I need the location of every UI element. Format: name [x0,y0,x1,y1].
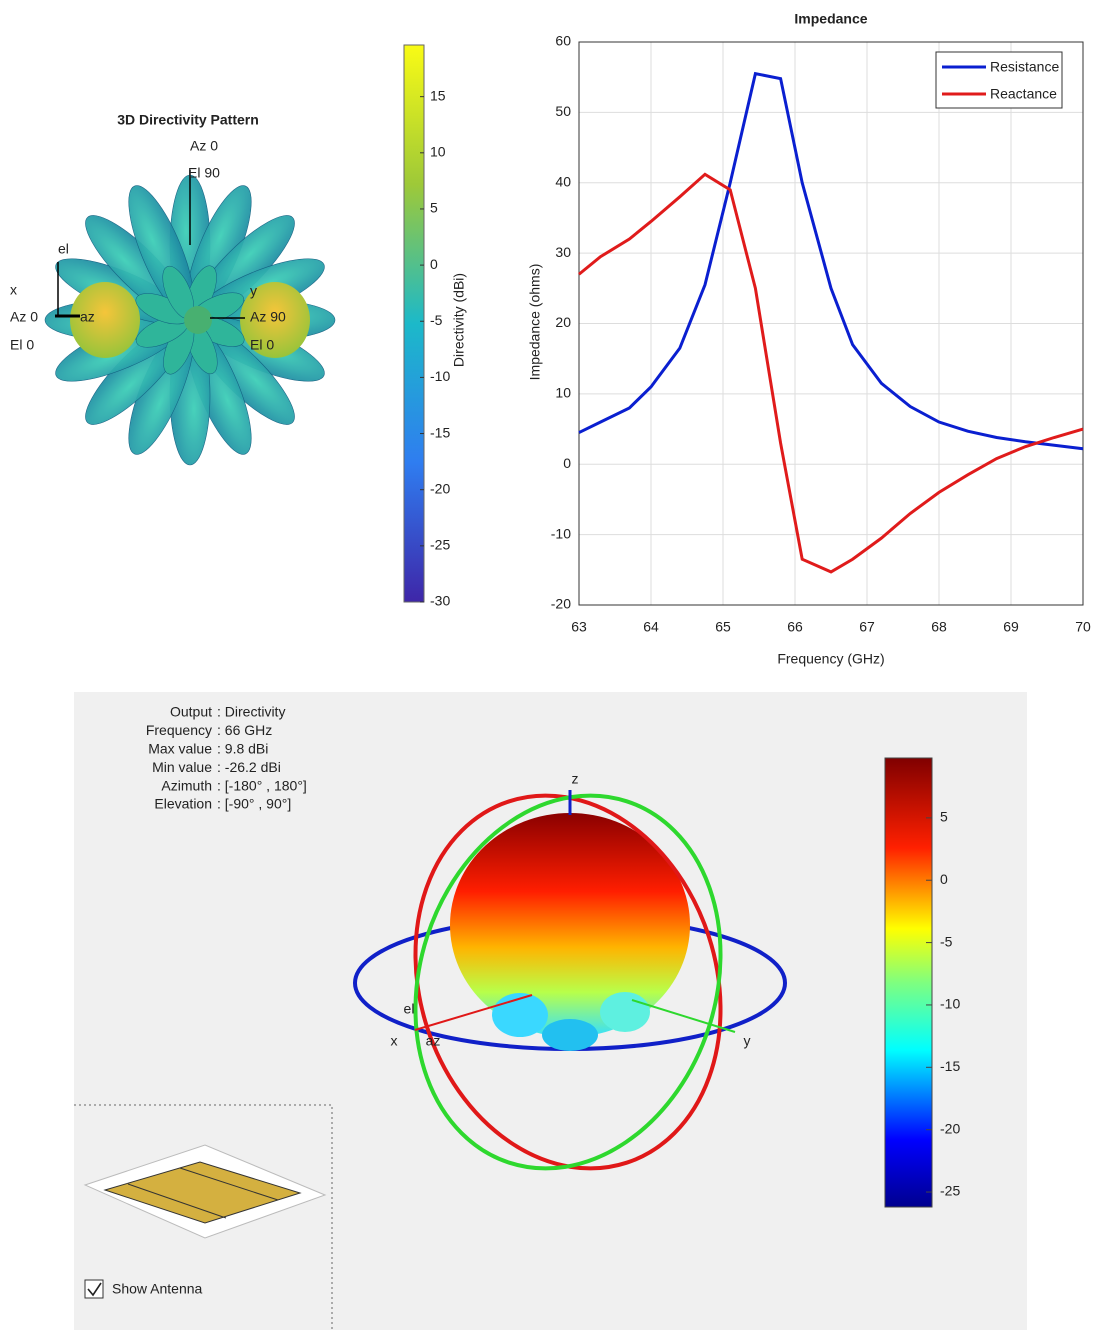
x-tick-label: 69 [1003,619,1019,635]
y-axis-label: Impedance (ohms) [527,264,543,381]
axis-label: x [391,1033,398,1049]
colorbar [404,45,424,602]
y-tick-label: 20 [555,314,571,330]
lobe [542,1019,598,1051]
annotation: el [58,241,69,257]
info-value: : [-180° , 180°] [217,777,307,793]
colorbar-tick-label: -15 [430,424,450,440]
annotation: El 90 [188,165,220,181]
pattern-plot: 3D Directivity Pattern Az 0 El 90 x Az 0 El 0… [10,45,467,609]
y-tick-label: 30 [555,244,571,260]
annotation: Az 90 [250,309,286,325]
annotation: Az 0 [190,138,218,154]
colorbar-tick-label: -10 [430,368,450,384]
colorbar-tick-label: 0 [940,871,948,887]
y-tick-label: -20 [551,596,571,612]
annotation: Az 0 [10,309,38,325]
y-tick-label: 50 [555,103,571,119]
x-tick-label: 66 [787,619,803,635]
annotation: x [10,282,17,298]
page: 3D Directivity Pattern Az 0 El 90 x Az 0 El 0… [0,0,1096,1330]
x-tick-label: 68 [931,619,947,635]
colorbar [885,758,932,1207]
x-tick-label: 67 [859,619,875,635]
x-axis-label: Frequency (GHz) [777,651,884,667]
info-label: Max value [148,741,212,757]
colorbar-label: Directivity (dBi) [451,273,467,367]
chart-title: Impedance [794,11,867,27]
colorbar-tick-label: 10 [430,144,446,160]
impedance-chart: -20 -10 0 10 20 30 40 50 60 63 64 65 66 67 68 69 70 Imped… [527,11,1091,667]
info-value: : Directivity [217,704,285,720]
colorbar-tick-label: -25 [940,1183,960,1199]
legend-label: Resistance [990,59,1059,75]
colorbar-tick-label: -5 [940,933,953,949]
info-label: Elevation [154,796,212,812]
info-value: : 9.8 dBi [217,741,268,757]
checkbox-label[interactable]: Show Antenna [112,1281,203,1297]
annotation: y [250,283,257,299]
y-tick-label: 60 [555,33,571,49]
colorbar-tick-label: -5 [430,312,443,328]
colorbar-tick-label: -15 [940,1058,960,1074]
x-tick-label: 64 [643,619,659,635]
chart-title: 3D Directivity Pattern [117,112,259,128]
colorbar-tick-label: 15 [430,87,446,103]
axis-label: z [572,771,579,787]
y-tick-label: 10 [555,385,571,401]
y-tick-label: 40 [555,173,571,189]
info-label: Min value [152,759,212,775]
info-label: Frequency [146,722,212,738]
annotation: El 0 [10,337,34,353]
axis-label: y [744,1033,751,1049]
x-tick-label: 70 [1075,619,1091,635]
legend-label: Reactance [990,86,1057,102]
y-tick-label: 0 [563,455,571,471]
colorbar-tick-label: 5 [940,809,948,825]
axis-label: el [404,1001,415,1017]
colorbar-tick-label: -20 [940,1120,960,1136]
y-tick-label: -10 [551,525,571,541]
info-value: : -26.2 dBi [217,759,281,775]
colorbar-tick-label: -10 [940,996,960,1012]
center-lobe [184,306,212,334]
x-tick-label: 63 [571,619,587,635]
colorbar-tick-label: 5 [430,200,438,216]
colorbar-tick-label: -25 [430,537,450,553]
x-tick-label: 65 [715,619,731,635]
colorbar-tick-label: 0 [430,256,438,272]
info-label: Output [170,704,212,720]
annotation: El 0 [250,337,274,353]
colorbar-tick-label: -30 [430,593,450,609]
lobe [600,992,650,1032]
colorbar-tick-label: -20 [430,480,450,496]
info-value: : 66 GHz [217,722,272,738]
axis-label: az [426,1033,441,1049]
annotation: az [80,309,95,325]
info-value: : [-90° , 90°] [217,796,291,812]
info-label: Azimuth [161,777,212,793]
